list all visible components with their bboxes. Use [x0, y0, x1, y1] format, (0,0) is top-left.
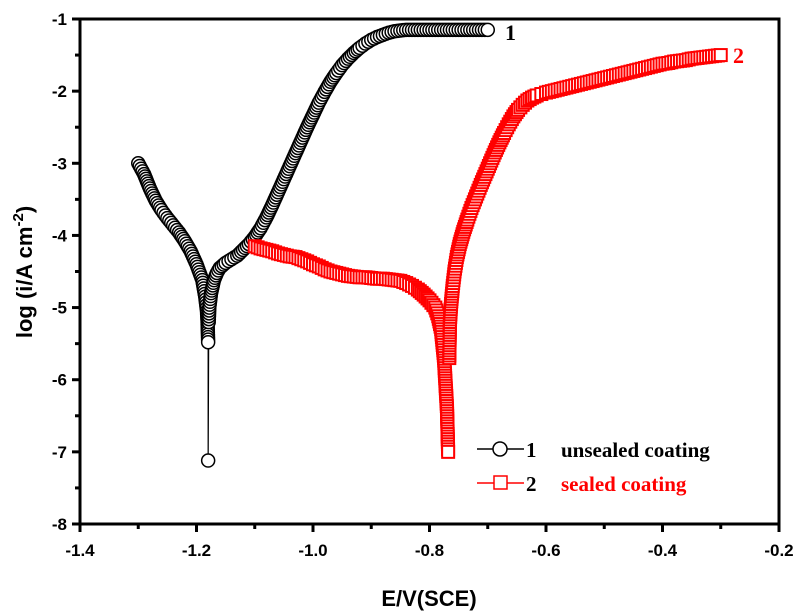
x-axis-title: E/V(SCE) — [381, 586, 476, 611]
x-tick-label: -0.2 — [764, 541, 793, 560]
x-tick-label: -1.0 — [298, 541, 327, 560]
legend: 1 unsealed coating 2 sealed coating — [477, 438, 710, 496]
y-tick-label: -2 — [52, 82, 67, 101]
legend-item-unsealed: 1 unsealed coating — [477, 438, 710, 462]
legend-circle-marker — [492, 441, 508, 457]
y-axis-title-sup: -2 — [10, 213, 27, 226]
y-tick-label: -5 — [52, 299, 67, 318]
data-point — [441, 444, 456, 459]
y-tick-label: -8 — [52, 515, 67, 534]
x-tick-label: -0.4 — [648, 541, 678, 560]
y-axis-title-main: log (i/A cm — [12, 227, 37, 339]
curve-label-2: 2 — [733, 43, 744, 68]
series-layer — [131, 22, 728, 468]
data-point — [480, 22, 495, 38]
y-axis-title-close: ) — [12, 206, 37, 213]
series-line — [254, 54, 721, 452]
y-axis: -1 -2 -3 -4 -5 -6 -7 -8 — [52, 10, 80, 534]
y-axis-title: log (i/A cm-2) — [10, 206, 37, 338]
legend-number-2: 2 — [526, 472, 537, 496]
legend-label-2: sealed coating — [561, 472, 687, 496]
legend-square-marker — [493, 475, 508, 490]
y-tick-label: -6 — [52, 371, 67, 390]
series-unsealed-coating — [131, 22, 495, 468]
y-tick-label: -4 — [52, 226, 68, 245]
x-tick-label: -0.6 — [531, 541, 560, 560]
legend-item-sealed: 2 sealed coating — [477, 472, 687, 496]
y-tick-label: -7 — [52, 443, 67, 462]
x-tick-label: -0.8 — [415, 541, 444, 560]
data-point — [200, 334, 216, 350]
series-sealed-coating — [247, 48, 728, 459]
y-tick-label: -3 — [52, 154, 67, 173]
curve-label-1: 1 — [505, 20, 516, 45]
data-point — [713, 48, 728, 63]
legend-label-1: unsealed coating — [561, 438, 710, 462]
x-axis: -1.4 -1.2 -1.0 -0.8 -0.6 -0.4 -0.2 — [65, 524, 794, 560]
y-tick-label: -1 — [52, 10, 67, 29]
legend-number-1: 1 — [526, 438, 537, 462]
x-tick-label: -1.4 — [65, 541, 95, 560]
data-point — [200, 453, 216, 468]
x-tick-label: -1.2 — [182, 541, 211, 560]
